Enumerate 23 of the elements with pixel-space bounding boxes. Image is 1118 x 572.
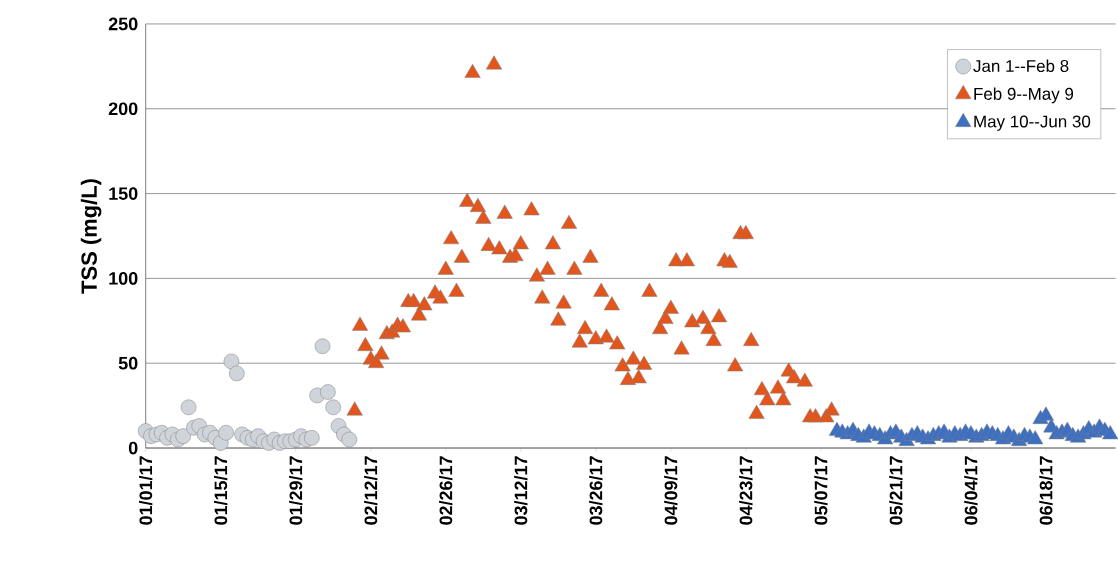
x-tick-label: 02/12/17 <box>364 456 378 525</box>
x-tick-label: 06/18/17 <box>1039 456 1053 525</box>
x-tick-label: 03/12/17 <box>514 456 528 525</box>
legend-label: Jan 1--Feb 8 <box>973 59 1069 73</box>
y-tick-label: 150 <box>109 187 138 201</box>
y-axis-title: TSS (mg/L) <box>80 179 102 294</box>
y-tick-label: 0 <box>128 441 138 455</box>
x-tick-label: 01/29/17 <box>289 456 303 525</box>
legend-label: Feb 9--May 9 <box>974 87 1074 104</box>
y-tick-label: 250 <box>108 17 138 31</box>
x-tick-label: 02/26/17 <box>439 456 453 525</box>
x-tick-label: 01/01/17 <box>139 456 153 525</box>
y-tick-label: 50 <box>118 356 138 370</box>
x-tick-label: 06/04/17 <box>964 456 978 525</box>
x-tick-label: 05/21/17 <box>889 456 903 525</box>
x-tick-label: 04/09/17 <box>664 456 678 525</box>
x-tick-label: 03/26/17 <box>589 456 603 525</box>
y-tick-label: 200 <box>108 102 138 116</box>
x-tick-label: 01/15/17 <box>214 456 228 525</box>
x-tick-label: 04/23/17 <box>739 456 753 525</box>
x-tick-label: 05/07/17 <box>814 456 828 525</box>
y-tick-label: 100 <box>109 272 138 285</box>
legend-label: May 10--Jun 30 <box>974 115 1091 131</box>
